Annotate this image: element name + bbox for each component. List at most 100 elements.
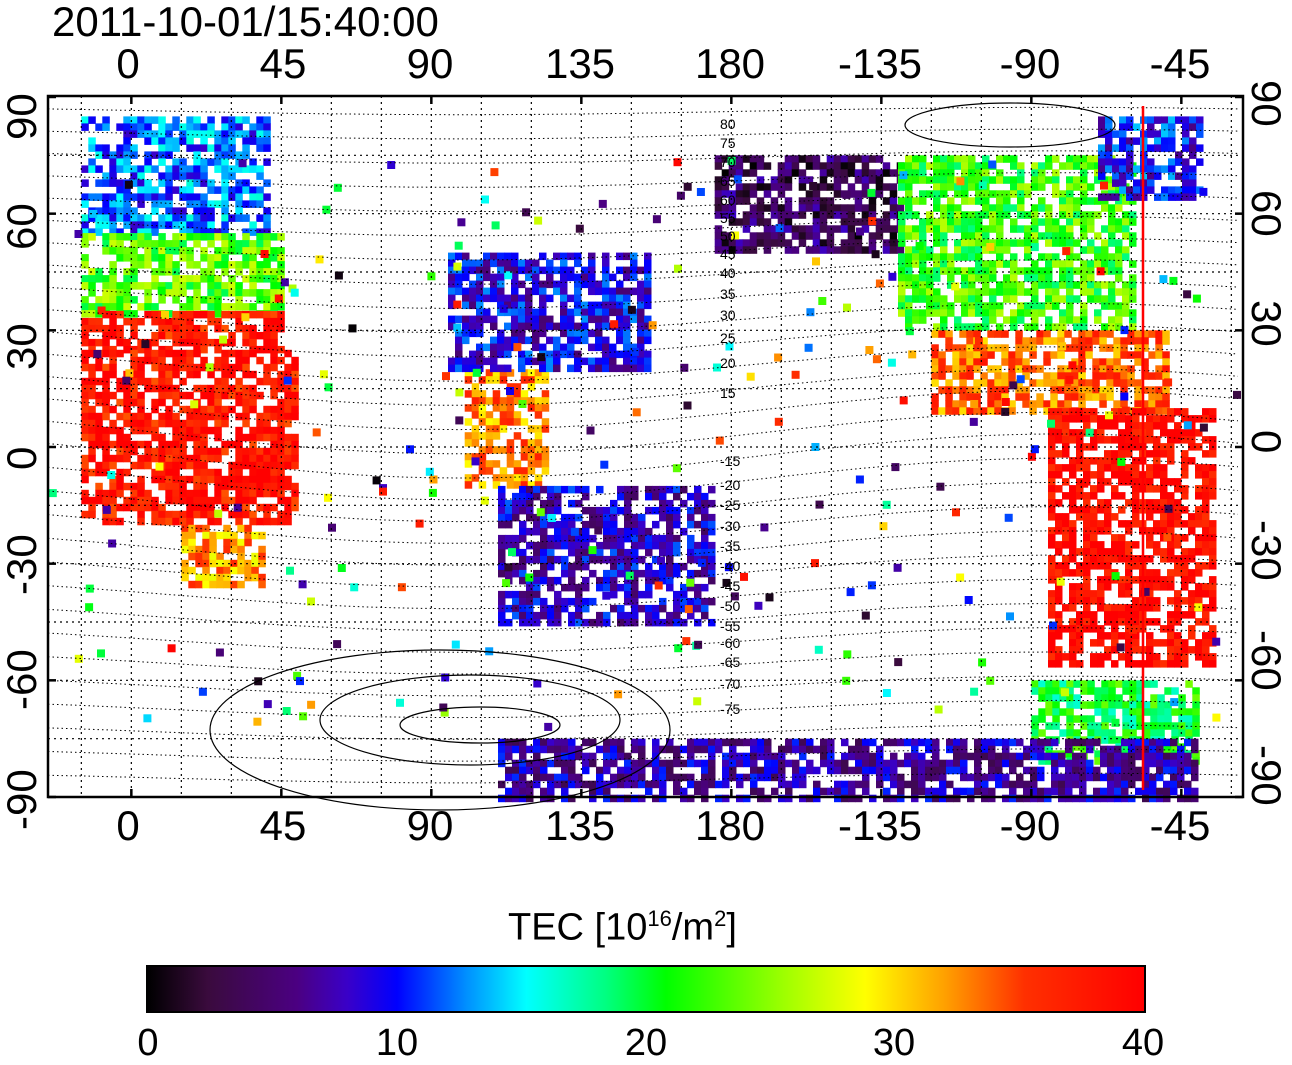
- tec-cell: [158, 517, 166, 526]
- tec-cell: [464, 481, 473, 489]
- tec-cell: [284, 475, 292, 484]
- tec-cell: [547, 787, 555, 796]
- tec-cell: [193, 116, 201, 124]
- tec-cell: [905, 155, 913, 163]
- tec-cell: [525, 322, 533, 331]
- tec-cell: [1045, 722, 1053, 730]
- tec-cell: [471, 474, 480, 482]
- tec-cell: [462, 301, 470, 310]
- tec-cell: [116, 158, 124, 166]
- tec-cell: [130, 310, 138, 318]
- tec-cell: [1078, 372, 1086, 380]
- tec-cell: [249, 282, 257, 290]
- tec-cell: [1055, 632, 1063, 640]
- tec-cell: [186, 123, 194, 131]
- tec-cell: [193, 144, 201, 152]
- tec-cell: [1045, 260, 1053, 268]
- tec-cell: [1051, 773, 1059, 782]
- tec-cell: [1160, 499, 1168, 507]
- tec-cell: [534, 397, 543, 405]
- tec-cell: [539, 357, 547, 366]
- tec-cell: [989, 218, 997, 226]
- tec-cell: [547, 576, 555, 585]
- tec-cell: [209, 538, 217, 547]
- tec-cell: [945, 365, 953, 373]
- tec-cell: [270, 475, 278, 484]
- tec-cell: [1111, 485, 1119, 493]
- tec-cell: [1181, 534, 1189, 542]
- tec-cell: [109, 356, 117, 365]
- tec-cell: [610, 780, 618, 789]
- tec-cell: [151, 426, 159, 435]
- tec-cell: [1115, 239, 1123, 247]
- tec-cell: [1168, 116, 1176, 124]
- tec-cell: [540, 555, 548, 564]
- tec-cell: [1181, 653, 1189, 661]
- tec-cell: [862, 766, 870, 775]
- tec-cell: [207, 275, 215, 283]
- tec-cell: [1125, 632, 1133, 640]
- tec-cell: [1069, 534, 1077, 542]
- tec-cell: [1083, 499, 1091, 507]
- tec-cell: [1048, 646, 1056, 654]
- tec-cell: [1142, 759, 1150, 768]
- tec-cell: [291, 398, 299, 407]
- tec-cell: [926, 288, 934, 296]
- tec-cell: [193, 345, 201, 354]
- tec-cell: [81, 461, 89, 470]
- tec-cell: [221, 349, 229, 358]
- tec-cell: [193, 207, 201, 215]
- tec-cell: [694, 555, 702, 564]
- tec-cell: [1202, 646, 1210, 654]
- tec-cell: [897, 787, 905, 796]
- tec-cell: [109, 510, 117, 519]
- tec-cell: [567, 294, 575, 303]
- tec-cell: [1069, 597, 1077, 605]
- tec-cell: [1135, 752, 1143, 761]
- tec-cell: [130, 275, 138, 283]
- tec-cell: [1048, 590, 1056, 598]
- tec-cell: [102, 179, 110, 187]
- tec-cell: [1015, 337, 1023, 345]
- tec-cell: [207, 282, 215, 290]
- tec-cell: [1069, 436, 1077, 444]
- tec-cell: [179, 517, 187, 526]
- tec-cell: [81, 405, 89, 414]
- tec-cell: [1150, 722, 1158, 730]
- tec-cell: [701, 780, 709, 789]
- tec-cell: [130, 363, 138, 372]
- tec-cell: [214, 433, 222, 442]
- tec-cell: [235, 468, 243, 477]
- tec-cell: [554, 618, 562, 627]
- tec-cell: [912, 274, 920, 282]
- tec-cell: [994, 393, 1002, 401]
- tec-cell: [1076, 492, 1084, 500]
- tec-cell: [869, 759, 877, 768]
- tec-cell: [1155, 330, 1163, 338]
- tec-cell: [575, 611, 583, 620]
- tec-cell: [968, 155, 976, 163]
- tec-cell: [905, 302, 913, 310]
- tec-cell: [526, 787, 534, 796]
- tec-cell: [1111, 513, 1119, 521]
- tec-cell: [256, 186, 264, 194]
- tec-cell: [714, 176, 723, 184]
- tec-cell: [940, 246, 948, 254]
- tec-cell: [130, 377, 138, 386]
- tec-cell: [1181, 429, 1189, 437]
- tec-cell: [603, 738, 611, 747]
- tec-cell: [1108, 183, 1116, 191]
- tec-cell: [123, 503, 131, 512]
- tec-cell: [1167, 569, 1175, 577]
- tec-cell: [1122, 687, 1130, 695]
- tec-cell: [216, 573, 224, 582]
- tec-cell: [235, 363, 243, 372]
- tec-cell: [258, 552, 266, 561]
- tec-cell: [235, 116, 243, 124]
- tec-cell: [1090, 660, 1098, 668]
- tec-cell: [589, 794, 597, 803]
- tec-cell: [1121, 794, 1129, 803]
- tec-cell: [1066, 750, 1074, 758]
- tec-cell: [277, 517, 285, 526]
- tec-cell: [630, 343, 638, 352]
